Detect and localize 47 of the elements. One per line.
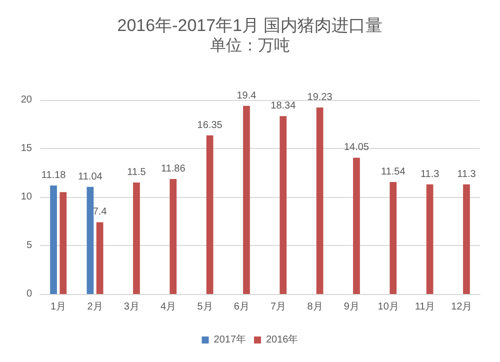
x-tick-label: 1月 — [50, 302, 66, 312]
x-tick-label: 6月 — [234, 302, 250, 312]
chart-title: 2016年-2017年1月 国内猪肉进口量 — [117, 16, 383, 35]
data-label: 11.86 — [160, 163, 186, 174]
x-tick-label: 7月 — [270, 302, 286, 312]
bar — [60, 192, 67, 294]
data-label: 19.4 — [236, 90, 257, 102]
legend-label: 2016年 — [266, 334, 298, 346]
x-tick-label: 4月 — [160, 302, 176, 312]
data-label: 11.54 — [380, 166, 406, 178]
data-label: 11.5 — [127, 166, 146, 178]
y-tick-label: 15 — [20, 143, 32, 154]
x-tick-label: 5月 — [197, 302, 213, 312]
bar — [170, 178, 177, 294]
y-tick-label: 10 — [20, 192, 32, 202]
y-tick-label: 5 — [26, 240, 32, 251]
bar — [426, 184, 434, 294]
x-tick-label: 11月 — [414, 302, 436, 312]
data-label: 19.23 — [307, 92, 333, 103]
bar — [133, 182, 140, 294]
x-tick-label: 12月 — [451, 302, 472, 312]
data-label: 11.3 — [457, 168, 476, 180]
bar — [280, 116, 287, 294]
bar — [353, 158, 360, 294]
x-tick-label: 9月 — [344, 302, 360, 312]
bar — [463, 184, 470, 294]
bar — [316, 107, 324, 294]
bar — [96, 222, 104, 294]
y-tick-label: 0 — [26, 288, 32, 300]
data-label: 16.35 — [197, 120, 223, 131]
data-label: 11.3 — [420, 168, 440, 180]
bar — [390, 182, 397, 294]
data-label: 11.04 — [78, 171, 103, 182]
legend-label: 2017年 — [214, 334, 246, 346]
x-tick-label: 2月 — [87, 302, 103, 312]
y-tick-label: 20 — [20, 94, 32, 106]
bar — [206, 135, 214, 294]
chart-subtitle: 单位：万吨 — [210, 36, 290, 54]
data-label: 11.18 — [41, 170, 66, 182]
bar — [50, 186, 57, 294]
data-label: 14.05 — [344, 142, 370, 154]
bar — [243, 106, 250, 294]
x-tick-label: 10月 — [378, 302, 399, 312]
bar — [86, 186, 94, 294]
x-tick-label: 3月 — [124, 302, 140, 312]
x-tick-label: 8月 — [307, 302, 323, 312]
data-label: 18.34 — [270, 100, 296, 112]
